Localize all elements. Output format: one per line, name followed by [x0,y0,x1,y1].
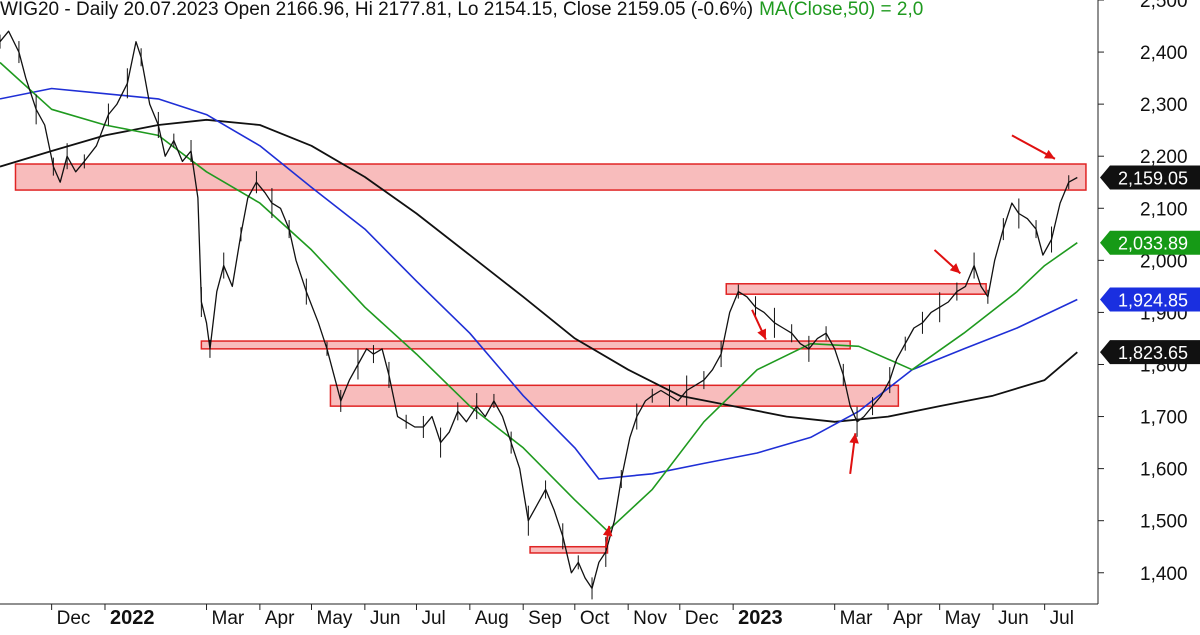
arrow-layer [602,134,1056,548]
x-tick-layer: Dec 2022 Mar Apr May Jun Jul Aug Sep Oct Nov Dec 202… [51,604,1074,629]
arrow-oct-up-head [602,525,613,537]
zone-1445 [529,545,609,554]
arrow-jan-down [751,309,767,340]
x-tick-label: Jul [1050,608,1074,629]
arrow-mar-up-head [849,433,859,444]
y-tick-label: 1,400 [1140,564,1188,585]
arrow-mar-up [849,433,859,474]
y-tick-label: 2,300 [1140,95,1188,116]
x-tick-label: Mar [840,608,873,629]
value-badge: 1,924.85 [1100,287,1200,312]
series-line-price [0,30,1078,590]
value-badge-bg [1100,230,1200,255]
series-line-ma50 [0,61,1078,532]
x-tick-label: Jul [421,608,445,629]
value-badge-label: 2,033.89 [1118,234,1188,254]
x-tick-label: Apr [893,608,923,629]
series-line-ma200 [0,118,1078,423]
x-tick-label: Sep [528,608,562,629]
arrow-jul-down [1011,134,1056,160]
x-tick-label: 2023 [738,607,783,629]
y-tick-label: 2,200 [1140,147,1188,168]
line-layer [0,30,1078,600]
y-tick-label: 1,500 [1140,512,1188,533]
value-badge-bg [1100,340,1200,365]
x-tick-label: Aug [475,608,509,629]
y-tick-label: 1,600 [1140,460,1188,481]
arrow-may-down-head [949,263,961,274]
series-line-ma100 [0,87,1078,480]
arrow-jan-down-head [757,328,767,340]
value-badge: 2,159.05 [1100,165,1200,190]
chart-title: WIG20 - Daily 20.07.2023 Open 2166.96, H… [0,0,923,20]
x-tick-label: May [317,608,353,629]
value-badge-label: 2,159.05 [1118,169,1188,189]
x-tick-label: 2022 [110,607,155,629]
value-badge: 1,823.65 [1100,340,1200,365]
y-tick-label: 2,400 [1140,43,1188,64]
value-badge: 2,033.89 [1100,230,1200,255]
badge-layer: 2,159.05 2,033.89 1,924.85 1,823.65 [1100,165,1200,365]
arrow-may-down [933,249,961,275]
value-badge-bg [1100,287,1200,312]
title-ma: MA(Close,50) = 2,0 [759,0,923,20]
x-tick-label: Dec [685,608,719,629]
x-tick-label: Nov [633,608,667,629]
x-tick-label: Dec [57,608,91,629]
zone-layer [14,163,1087,554]
x-tick-label: Apr [265,608,295,629]
zone-1740 [329,384,900,407]
zone-1840 [200,340,851,350]
zone-2160 [14,163,1087,191]
arrow-oct-up [602,525,613,548]
title-main: WIG20 - Daily 20.07.2023 Open 2166.96, H… [0,0,753,20]
x-tick-label: May [945,608,981,629]
x-tick-label: Jun [370,608,401,629]
x-tick-label: Oct [580,608,610,629]
value-badge-label: 1,823.65 [1118,343,1188,363]
value-badge-label: 1,924.85 [1118,290,1188,310]
x-tick-label: Mar [212,608,245,629]
y-tick-label: 1,700 [1140,408,1188,429]
x-tick-label: Jun [998,608,1029,629]
y-tick-layer: 2,5002,4002,3002,2002,1002,0001,9001,800… [1098,0,1188,585]
zone-1950 [725,283,987,295]
y-tick-label: 2,500 [1140,0,1188,12]
y-tick-label: 2,100 [1140,199,1188,220]
arrow-jul-down-head [1043,149,1055,159]
y-tick-label: 2,000 [1140,251,1188,272]
value-badge-bg [1100,165,1200,190]
